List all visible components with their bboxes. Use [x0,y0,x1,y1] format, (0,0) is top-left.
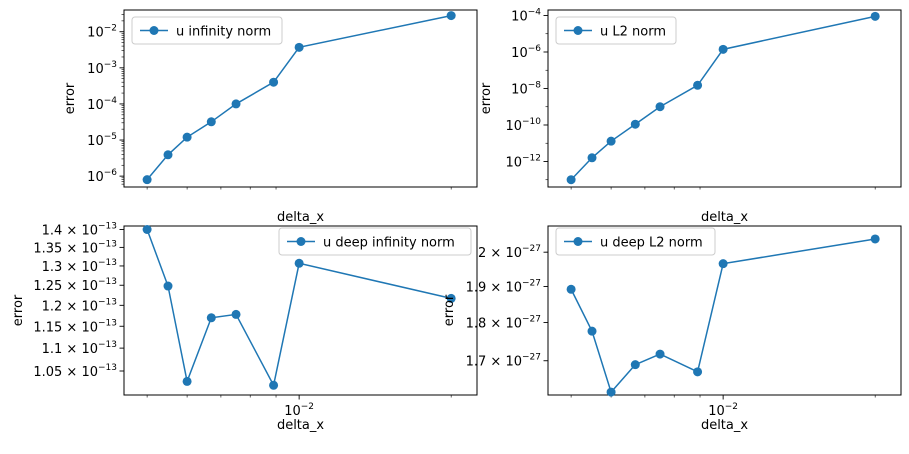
data-point [566,284,576,294]
data-point [718,259,728,269]
series-line [146,229,452,388]
y-tick-label: 10−3 [87,60,117,77]
x-axis-label: delta_x [701,210,748,225]
data-point [693,367,703,377]
y-tick-label: 1.4 × 10−13 [42,222,117,239]
data-point [446,293,456,303]
legend: u deep infinity norm [278,227,472,256]
data-point [606,136,616,146]
y-tick-label: 1.3 × 10−13 [42,258,117,275]
data-point [606,387,616,397]
y-tick-label: 10−4 [87,96,117,113]
data-point [870,234,880,244]
y-tick-label: 1.8 × 10−27 [466,315,541,332]
data-point [294,42,304,52]
y-tick-label: 10−12 [505,153,541,170]
y-tick-label: 10−5 [87,132,117,149]
legend-marker [296,237,306,246]
subplot-1: 10−6 10−5 10−4 10−3 10−2 delta_x error u infini… [63,9,478,225]
data-point [630,360,640,370]
y-tick-label: 10−4 [511,7,541,24]
y-tick-label: 1.1 × 10−13 [42,340,117,357]
data-point [206,117,216,127]
legend-label: u L2 norm [600,25,666,40]
y-tick-label: 10−6 [87,168,117,185]
data-point [655,349,665,359]
x-tick-label: 10−2 [708,402,738,419]
y-tick-label: 10−10 [505,117,541,134]
legend-marker [149,26,159,35]
subplot-2: 10−12 10−10 10−8 10−6 10−4 delta_x error u L2 n… [479,7,902,225]
legend-frame [555,227,716,256]
legend-frame [278,227,472,256]
y-tick-label: 1.9 × 10−27 [466,278,541,295]
data-point [630,119,640,129]
legend-frame [555,16,677,45]
y-tick-label: 1.7 × 10−27 [466,353,541,370]
legend-label: u deep L2 norm [600,236,703,251]
data-point [142,225,152,235]
y-tick-label: 10−8 [511,80,541,97]
data-point [142,175,152,185]
data-point [269,380,279,390]
data-point [587,153,597,163]
y-tick-label: 1.2 × 10−13 [42,297,117,314]
y-axis-label: error [442,294,457,326]
legend: u infinity norm [131,16,283,45]
data-point [718,44,728,54]
data-point [566,175,576,185]
data-point [231,309,241,319]
data-point [294,258,304,268]
data-point [446,11,456,21]
y-tick-label: 1.05 × 10−13 [33,363,117,380]
series-line [570,238,876,394]
y-tick-label: 1.25 × 10−13 [33,277,117,294]
data-point [693,80,703,90]
y-tick-label: 1.35 × 10−13 [33,239,117,256]
plot-frame [547,9,902,188]
x-axis-label: delta_x [701,418,748,433]
data-point [231,99,241,109]
y-tick-label: 1.15 × 10−13 [33,318,117,335]
subplot-4: 10−2 1.7 × 10−27 1.8 × 10−27 1.9 × 10−27 2 ×… [442,225,902,433]
plot-frame [123,9,478,188]
legend: u L2 norm [555,16,677,45]
data-point [655,102,665,112]
legend-label: u deep infinity norm [323,236,455,251]
y-tick-label: 2 × 10−27 [478,244,541,261]
legend-frame [131,16,283,45]
data-point [182,132,192,142]
y-axis-label: error [479,82,494,114]
x-axis-label: delta_x [277,210,324,225]
legend-label: u infinity norm [176,25,271,40]
y-axis-label: error [11,294,26,326]
legend: u deep L2 norm [555,227,716,256]
data-point [269,77,279,87]
data-point [182,376,192,386]
y-tick-label: 10−2 [87,24,117,41]
data-point [587,326,597,336]
data-point [206,313,216,323]
x-axis-label: delta_x [277,418,324,433]
y-tick-label: 10−6 [511,44,541,61]
legend-marker [573,26,583,35]
subplot-3: 10−2 1.05 × 10−13 1.1 × 10−13 1.15 × 10−13 1… [11,222,478,433]
data-point [163,281,173,291]
plot-frame [547,225,902,396]
plot-frame [123,225,478,396]
x-tick-label: 10−2 [284,402,314,419]
data-point [163,150,173,160]
y-axis-label: error [63,82,78,114]
legend-marker [573,237,583,246]
data-point [870,11,880,21]
